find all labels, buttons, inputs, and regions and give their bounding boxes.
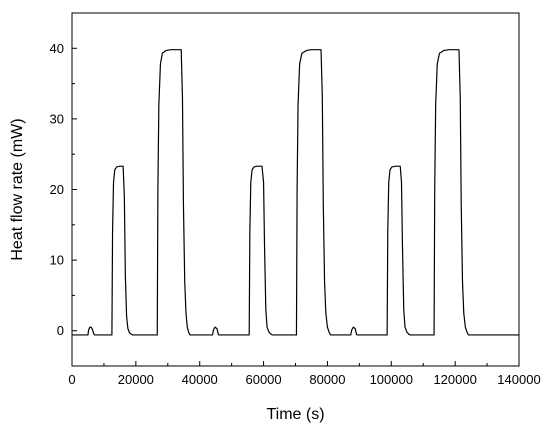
y-tick-label: 20 <box>50 182 64 197</box>
axis-tick-labels: 0 20000 40000 60000 80000 100000 120000 140000 0… <box>50 41 541 387</box>
x-tick-label: 100000 <box>370 372 413 387</box>
x-tick-label: 140000 <box>497 372 540 387</box>
y-tick-label: 0 <box>57 323 64 338</box>
x-tick-label: 120000 <box>433 372 476 387</box>
x-tick-label: 60000 <box>245 372 281 387</box>
x-tick-label: 80000 <box>309 372 345 387</box>
y-tick-label: 30 <box>50 111 64 126</box>
x-axis-title: Time (s) <box>266 406 324 423</box>
x-tick-label: 20000 <box>118 372 154 387</box>
x-tick-label: 40000 <box>182 372 218 387</box>
y-axis-title: Heat flow rate (mW) <box>9 118 26 260</box>
x-tick-label: 0 <box>68 372 75 387</box>
series-line-heat-flow <box>72 49 519 336</box>
axis-ticks <box>71 12 520 367</box>
plot-frame <box>71 12 520 367</box>
y-tick-label: 40 <box>50 41 64 56</box>
y-tick-label: 10 <box>50 253 64 268</box>
